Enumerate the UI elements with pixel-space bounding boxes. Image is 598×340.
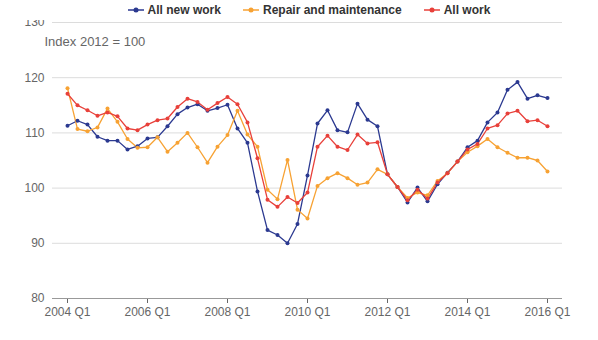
- svg-text:120: 120: [24, 71, 44, 85]
- html-text:Repair and maintenance: Repair and maintenance: [263, 3, 402, 17]
- svg-text:2012 Q1: 2012 Q1: [364, 305, 410, 319]
- svg-text:2004 Q1: 2004 Q1: [44, 305, 90, 319]
- svg-text:2006 Q1: 2006 Q1: [124, 305, 170, 319]
- html-text:All work: All work: [443, 3, 491, 17]
- svg-text:90: 90: [31, 236, 45, 250]
- svg-text:110: 110: [25, 126, 44, 140]
- html-text:All new work: All new work: [147, 3, 221, 17]
- svg-text:Index 2012 = 100: Index 2012 = 100: [45, 34, 146, 49]
- svg-text:2014 Q1: 2014 Q1: [444, 305, 490, 319]
- svg-text:2008 Q1: 2008 Q1: [204, 305, 250, 319]
- svg-text:130: 130: [24, 20, 44, 29]
- svg-text:100: 100: [24, 181, 44, 195]
- svg-text:2010 Q1: 2010 Q1: [284, 305, 330, 319]
- svg-text:2016 Q1: 2016 Q1: [524, 305, 570, 319]
- svg-text:80: 80: [31, 291, 45, 305]
